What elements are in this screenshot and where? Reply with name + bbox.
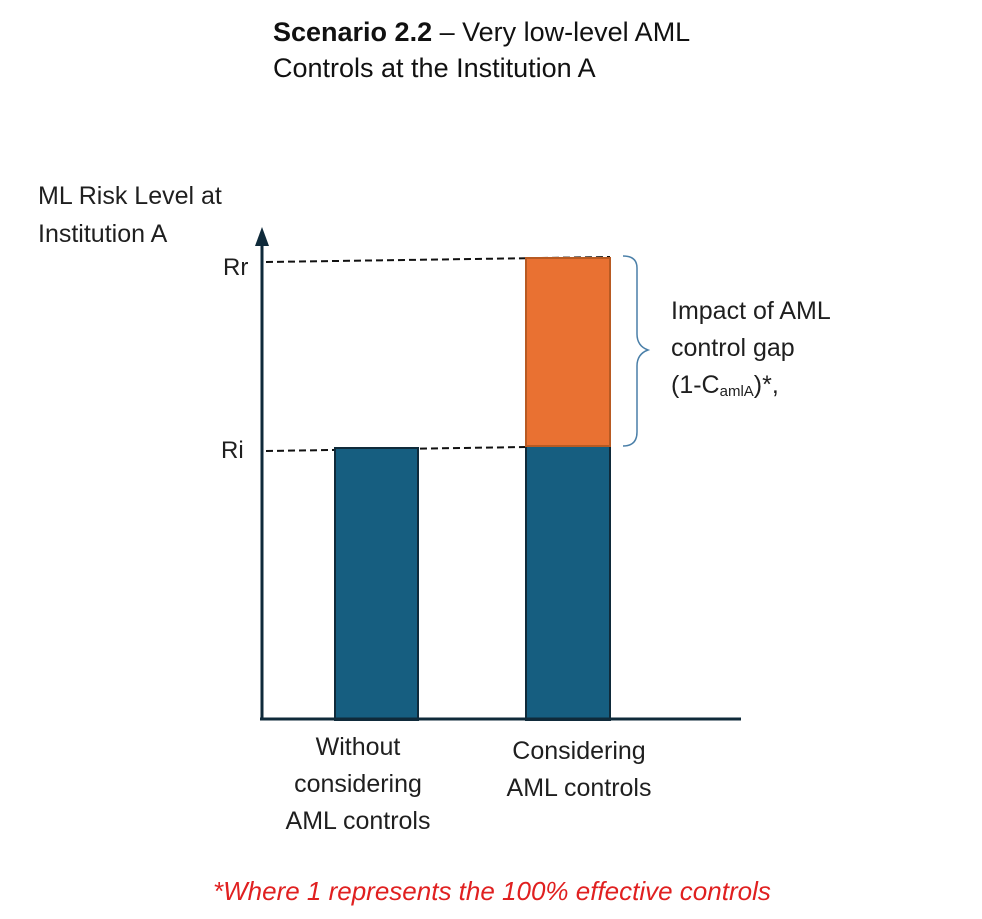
gap-annotation-line3-suffix: )*, xyxy=(753,371,779,399)
tick-label-rr: Rr xyxy=(223,254,249,281)
category-considering-line1: Considering xyxy=(512,737,646,765)
tick-label-ri: Ri xyxy=(221,437,244,464)
gap-annotation-line3-prefix: (1-C xyxy=(671,371,720,399)
y-axis-label: ML Risk Level at Institution A xyxy=(38,177,222,253)
category-without-line3: AML controls xyxy=(285,807,431,835)
category-label-without: Without considering AML controls xyxy=(258,729,458,840)
y-axis-arrowhead xyxy=(255,227,269,246)
diagram-title: Scenario 2.2 – Very low-level AML Contro… xyxy=(273,14,690,86)
bar-without-controls xyxy=(334,447,419,721)
gap-annotation-line1: Impact of AML xyxy=(671,297,831,325)
gap-annotation-subscript: amlA xyxy=(719,383,754,400)
category-considering-line2: AML controls xyxy=(506,774,652,802)
category-without-line1: Without xyxy=(315,733,401,761)
bar-considering-controls-base xyxy=(525,445,611,721)
title-line2: Controls at the Institution A xyxy=(273,53,596,83)
y-axis-label-line1: ML Risk Level at xyxy=(38,182,222,210)
gap-annotation-line2: control gap xyxy=(671,334,795,362)
bar-considering-controls-gap xyxy=(525,257,611,447)
gap-brace xyxy=(622,255,651,447)
category-without-line2: considering xyxy=(294,770,422,798)
y-axis-label-line2: Institution A xyxy=(38,220,168,248)
gap-annotation: Impact of AML control gap (1-CamlA)*, xyxy=(671,293,831,410)
footnote: *Where 1 represents the 100% effective c… xyxy=(213,876,771,906)
title-rest: – Very low-level AML xyxy=(432,17,691,47)
category-label-considering: Considering AML controls xyxy=(474,733,684,807)
title-scenario: Scenario 2.2 xyxy=(273,17,433,47)
